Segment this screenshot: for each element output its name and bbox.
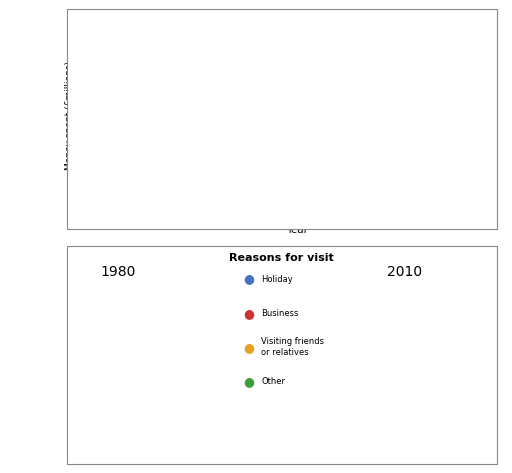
Title: Money spent in the UK by overseas visitors: Money spent in the UK by overseas visito… <box>161 11 433 21</box>
Text: 2010: 2010 <box>387 265 422 279</box>
Text: 9.8%: 9.8% <box>399 323 420 333</box>
Wedge shape <box>420 302 477 404</box>
Text: ●: ● <box>243 341 254 354</box>
Text: ●: ● <box>243 307 254 320</box>
Text: 44.1%: 44.1% <box>158 349 184 358</box>
Wedge shape <box>86 302 138 359</box>
Wedge shape <box>138 302 196 413</box>
Text: Visiting friends
or relatives: Visiting friends or relatives <box>261 337 324 357</box>
Wedge shape <box>362 313 420 402</box>
Text: Business: Business <box>261 308 298 318</box>
Wedge shape <box>81 337 138 394</box>
Text: Holiday: Holiday <box>261 274 293 284</box>
Text: ●: ● <box>243 272 254 286</box>
Y-axis label: Money spent (£millions): Money spent (£millions) <box>65 61 74 170</box>
Wedge shape <box>92 359 159 417</box>
Text: 18.6%: 18.6% <box>106 327 133 336</box>
Text: 18.7%: 18.7% <box>92 359 118 368</box>
Text: 22.8%: 22.8% <box>406 388 432 397</box>
Wedge shape <box>381 359 456 417</box>
X-axis label: Year: Year <box>286 225 308 235</box>
Text: Reasons for visit: Reasons for visit <box>229 253 334 263</box>
Text: Other: Other <box>261 377 285 386</box>
Wedge shape <box>387 302 420 359</box>
Text: ●: ● <box>243 375 254 388</box>
Text: 1980: 1980 <box>100 265 136 279</box>
Text: 28.2%: 28.2% <box>373 353 400 362</box>
Text: 39.1%: 39.1% <box>438 344 464 353</box>
Text: 20.7%: 20.7% <box>116 387 142 396</box>
